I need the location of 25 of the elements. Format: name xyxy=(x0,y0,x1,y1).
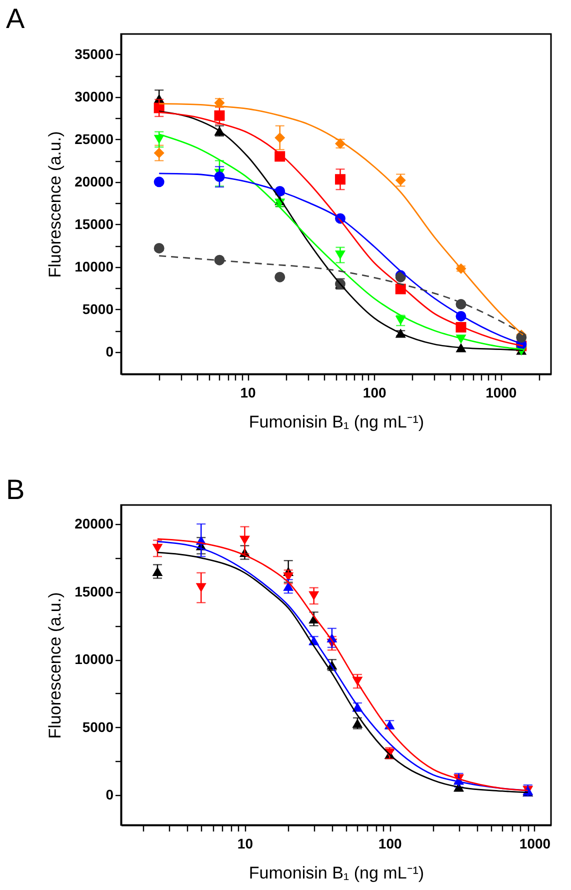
y-tick-label: 20000 xyxy=(74,515,114,532)
y-tick-label: 5000 xyxy=(82,300,114,317)
y-tick-label: 10000 xyxy=(74,651,114,668)
y-tick-label: 15000 xyxy=(74,583,114,600)
y-axis-title: Fluorescence (a.u.) xyxy=(46,131,65,278)
text: B xyxy=(6,474,25,505)
x-tick-label: 10 xyxy=(240,384,256,400)
y-axis-title: Fluorescence (a.u.) xyxy=(46,592,65,739)
x-tick-label: 100 xyxy=(362,384,386,400)
y-tick-label: 25000 xyxy=(74,130,114,147)
text: A xyxy=(6,3,25,34)
y-tick-label: 15000 xyxy=(74,216,114,232)
x-axis-title: Fumonisin B₁ (ng mL⁻¹) xyxy=(248,412,424,432)
x-axis-title: Fumonisin B₁ (ng mL⁻¹) xyxy=(248,864,424,882)
x-tick-label: 1000 xyxy=(519,836,551,852)
x-tick-label: 1000 xyxy=(486,384,517,400)
y-tick-label: 20000 xyxy=(74,173,114,190)
y-tick-label: 0 xyxy=(106,343,114,360)
y-tick-label: 35000 xyxy=(74,46,114,62)
x-tick-label: 100 xyxy=(378,836,402,852)
y-tick-label: 5000 xyxy=(82,718,114,735)
y-tick-label: 10000 xyxy=(74,258,114,274)
x-tick-label: 10 xyxy=(237,836,254,852)
y-tick-label: 0 xyxy=(106,786,114,803)
y-tick-label: 30000 xyxy=(74,88,114,104)
